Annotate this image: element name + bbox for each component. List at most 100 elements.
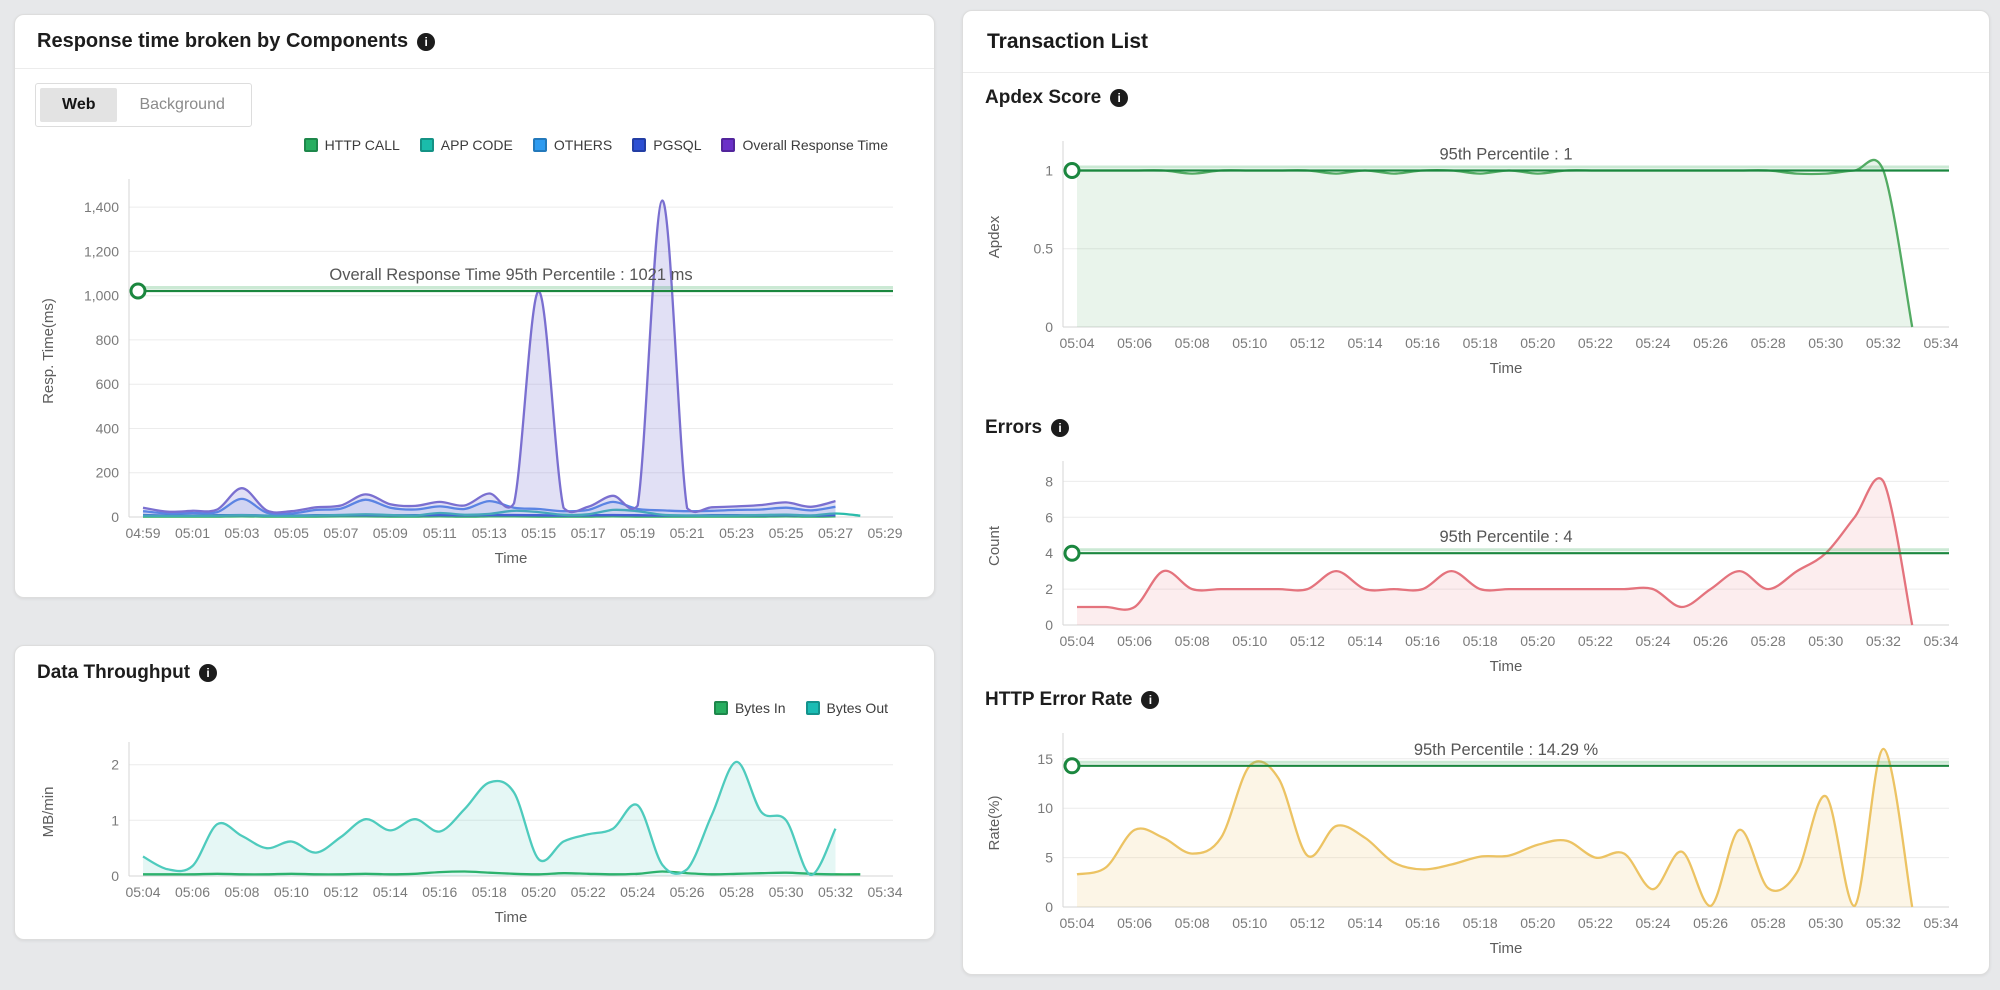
tab-web[interactable]: Web	[40, 88, 118, 122]
svg-text:0: 0	[111, 868, 119, 884]
svg-text:05:14: 05:14	[373, 884, 408, 900]
svg-text:95th Percentile : 4: 95th Percentile : 4	[1440, 528, 1573, 546]
svg-text:05:28: 05:28	[719, 884, 754, 900]
legend-item-others[interactable]: OTHERS	[532, 137, 613, 153]
svg-text:05:20: 05:20	[1520, 335, 1555, 351]
svg-text:1,400: 1,400	[84, 199, 119, 215]
svg-text:6: 6	[1045, 509, 1053, 525]
svg-text:Rate(%): Rate(%)	[986, 795, 1003, 850]
svg-text:05:26: 05:26	[1693, 335, 1728, 351]
data-throughput-panel: Data Throughput i Bytes In Bytes Out 0 1 2…	[14, 645, 935, 940]
svg-text:05:06: 05:06	[1117, 633, 1152, 649]
svg-text:05:32: 05:32	[818, 884, 853, 900]
legend-item-pgsql[interactable]: PGSQL	[632, 137, 701, 153]
svg-text:05:08: 05:08	[1175, 335, 1210, 351]
info-icon[interactable]: i	[199, 664, 218, 682]
errors-title: Errors	[985, 417, 1043, 438]
svg-text:05:06: 05:06	[175, 884, 210, 900]
svg-text:05:06: 05:06	[1117, 915, 1152, 931]
svg-text:05:28: 05:28	[1751, 335, 1786, 351]
svg-text:Time: Time	[495, 909, 528, 926]
legend-item-overall-response-time[interactable]: Overall Response Time	[721, 137, 888, 153]
response-components-panel: Response time broken by Components i Web…	[14, 14, 935, 598]
svg-text:05:13: 05:13	[472, 525, 507, 541]
svg-text:05:27: 05:27	[818, 525, 853, 541]
svg-text:05:03: 05:03	[224, 525, 259, 541]
svg-text:05:08: 05:08	[224, 884, 259, 900]
svg-text:05:34: 05:34	[1923, 335, 1958, 351]
info-icon[interactable]: i	[1051, 419, 1070, 437]
tab-background[interactable]: Background	[139, 96, 225, 113]
svg-text:05:26: 05:26	[670, 884, 705, 900]
svg-text:0: 0	[1045, 899, 1053, 915]
legend-item-bytes-out[interactable]: Bytes Out	[805, 700, 888, 716]
errors-section-header: Errors i	[963, 417, 1091, 439]
bytes-in-swatch-icon	[713, 701, 728, 715]
info-icon[interactable]: i	[417, 32, 436, 51]
svg-text:05:17: 05:17	[571, 525, 606, 541]
svg-text:05:10: 05:10	[1232, 915, 1267, 931]
svg-text:Time: Time	[1490, 360, 1523, 377]
info-icon[interactable]: i	[1110, 89, 1129, 107]
svg-text:05:18: 05:18	[472, 884, 507, 900]
svg-text:05:26: 05:26	[1693, 915, 1728, 931]
svg-text:05:10: 05:10	[274, 884, 309, 900]
svg-text:5: 5	[1045, 850, 1053, 866]
http-error-rate-chart: 0 5 10 15 05:04 05:06 05:08 05:10 05:12 05:14 05:1…	[983, 719, 1973, 959]
svg-text:05:29: 05:29	[867, 525, 902, 541]
svg-text:05:15: 05:15	[521, 525, 556, 541]
legend-item-http-call[interactable]: HTTP CALL	[303, 137, 400, 153]
svg-text:05:07: 05:07	[323, 525, 358, 541]
svg-text:05:16: 05:16	[1405, 633, 1440, 649]
svg-text:1: 1	[1045, 163, 1053, 179]
svg-text:05:34: 05:34	[867, 884, 902, 900]
svg-text:05:24: 05:24	[1635, 633, 1670, 649]
overall-response-swatch-icon	[721, 138, 736, 152]
svg-text:05:18: 05:18	[1463, 633, 1498, 649]
svg-text:05:16: 05:16	[1405, 335, 1440, 351]
svg-text:400: 400	[96, 421, 120, 437]
svg-text:05:10: 05:10	[1232, 335, 1267, 351]
http-call-swatch-icon	[303, 138, 318, 152]
svg-text:05:23: 05:23	[719, 525, 754, 541]
svg-text:1,200: 1,200	[84, 243, 119, 259]
legend-label: Overall Response Time	[742, 137, 888, 153]
apdex-score-chart: 0 0.5 1 05:04 05:06 05:08 05:10 05:12 05:14 05:16…	[983, 127, 1973, 379]
svg-text:05:04: 05:04	[1059, 335, 1094, 351]
svg-text:04:59: 04:59	[125, 525, 160, 541]
apdex-score-title: Apdex Score	[985, 87, 1102, 108]
pgsql-swatch-icon	[632, 138, 647, 152]
throughput-legend: Bytes In Bytes Out	[713, 700, 888, 716]
svg-text:Time: Time	[1490, 940, 1523, 957]
throughput-panel-header: Data Throughput i	[15, 662, 239, 684]
svg-text:05:05: 05:05	[274, 525, 309, 541]
svg-text:1,000: 1,000	[84, 288, 119, 304]
svg-text:4: 4	[1045, 545, 1053, 561]
svg-text:95th Percentile : 1: 95th Percentile : 1	[1440, 146, 1573, 164]
svg-text:05:14: 05:14	[1347, 915, 1382, 931]
legend-label: PGSQL	[653, 137, 702, 153]
svg-text:05:20: 05:20	[1520, 633, 1555, 649]
legend-item-app-code[interactable]: APP CODE	[419, 137, 513, 153]
web-background-tabs: Web Background	[35, 83, 252, 127]
legend-item-bytes-in[interactable]: Bytes In	[713, 700, 786, 716]
svg-text:05:19: 05:19	[620, 525, 655, 541]
data-throughput-chart: 0 1 2 05:04 05:06 05:08 05:10 05:12 05:14 05:16 05…	[37, 728, 917, 928]
svg-text:200: 200	[96, 465, 120, 481]
svg-text:05:25: 05:25	[769, 525, 804, 541]
svg-text:05:12: 05:12	[1290, 335, 1325, 351]
svg-text:05:10: 05:10	[1232, 633, 1267, 649]
svg-text:05:06: 05:06	[1117, 335, 1152, 351]
svg-text:05:26: 05:26	[1693, 633, 1728, 649]
svg-text:05:16: 05:16	[422, 884, 457, 900]
info-icon[interactable]: i	[1141, 691, 1160, 709]
legend-label: OTHERS	[553, 137, 613, 153]
transaction-list-title: Transaction List	[987, 29, 1149, 53]
svg-text:05:22: 05:22	[1578, 335, 1613, 351]
svg-text:Apdex: Apdex	[986, 215, 1003, 258]
svg-text:05:04: 05:04	[1059, 915, 1094, 931]
svg-text:8: 8	[1045, 473, 1053, 489]
svg-text:05:32: 05:32	[1866, 335, 1901, 351]
svg-text:05:22: 05:22	[1578, 915, 1613, 931]
svg-text:05:34: 05:34	[1923, 915, 1958, 931]
